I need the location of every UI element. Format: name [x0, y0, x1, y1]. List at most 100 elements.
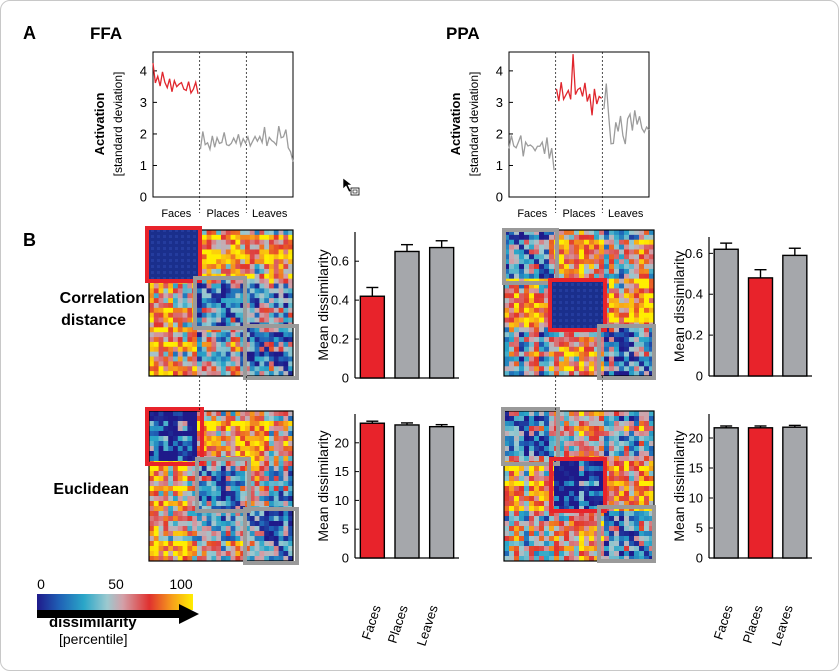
- rdm-block-leaves: [243, 324, 299, 380]
- rdm-ffa-correlation: [145, 226, 299, 380]
- activation-line-other: [603, 83, 650, 145]
- category-labels-ppa: Faces Places Leaves: [711, 603, 796, 648]
- category-labels-ffa: Faces Places Leaves: [359, 603, 441, 648]
- activation-line-other: [508, 135, 555, 171]
- colorbar-unit: [percentile]: [59, 631, 127, 647]
- mouse-cursor-icon: [342, 177, 360, 196]
- rdm-block-places: [195, 457, 251, 513]
- ytick-label: 4: [496, 63, 503, 78]
- ylabel-unit: [standard deviation]: [467, 72, 481, 177]
- segment-label-leaves: Leaves: [252, 208, 288, 220]
- ytick-label: 0.6: [331, 254, 349, 269]
- bar-faces: [359, 295, 386, 379]
- ylabel-activation: Activation: [448, 93, 463, 156]
- bar-leaves: [428, 425, 455, 559]
- rdm-ffa-euclidean: [145, 407, 299, 565]
- ylabel-mean-dissimilarity: Mean dissimilarity: [671, 251, 687, 362]
- rdm-block-faces: [501, 407, 560, 466]
- plot-frame: [508, 51, 650, 198]
- category-label-places: Places: [385, 603, 411, 645]
- rdm-ppa-correlation: [502, 228, 656, 380]
- colorbar-gradient: [37, 594, 193, 610]
- bar-places: [394, 424, 420, 559]
- ytick-label: 0.2: [685, 328, 703, 343]
- segment-label-leaves: Leaves: [608, 208, 644, 220]
- bar-faces: [713, 248, 739, 377]
- rdm-block-leaves: [597, 505, 656, 563]
- bar-chart-ffa-euclidean: 0 5 10 15 20 Mean dissimilarity: [315, 414, 459, 566]
- rdm-block-places: [549, 457, 607, 513]
- ytick-label: 20: [335, 435, 349, 450]
- rdm-ppa-euclidean: [501, 407, 656, 563]
- row-label-distance: distance: [61, 312, 126, 329]
- segment-label-faces: Faces: [517, 208, 547, 220]
- ytick-label: 15: [335, 464, 349, 479]
- ytick-label: 2: [496, 126, 503, 141]
- rdm-block-faces: [502, 228, 559, 285]
- bar-places: [394, 250, 420, 379]
- colorbar-tick-0: 0: [37, 576, 45, 592]
- category-label-faces: Faces: [359, 603, 384, 642]
- ytick-label: 3: [496, 95, 503, 110]
- ytick-label: 10: [689, 491, 703, 506]
- ytick-label: 15: [689, 461, 703, 476]
- ytick-label: 0: [342, 551, 349, 566]
- ylabel-mean-dissimilarity: Mean dissimilarity: [671, 430, 687, 541]
- rdm-block-places: [548, 278, 607, 332]
- ytick-label: 0: [696, 551, 703, 566]
- ytick-label: 0.6: [685, 246, 703, 261]
- panel-letter-a: A: [23, 23, 36, 43]
- activation-line-preferred: [152, 62, 199, 95]
- category-label-leaves: Leaves: [769, 603, 796, 648]
- bar-places: [747, 427, 774, 559]
- row-label-euclidean: Euclidean: [53, 481, 129, 498]
- activation-plot-ffa: 0 1 2 3 4 Activation [standard deviation] Fa…: [92, 51, 294, 220]
- ytick-label: 0.4: [331, 293, 349, 308]
- ytick-label: 5: [696, 521, 703, 536]
- bar-leaves: [428, 246, 455, 379]
- segment-label-faces: Faces: [161, 208, 191, 220]
- colorbar-tick-100: 100: [169, 576, 193, 592]
- ytick-label: 0: [496, 190, 503, 205]
- colorbar-title: dissimilarity: [49, 614, 137, 631]
- category-label-faces: Faces: [711, 603, 736, 642]
- ylabel-unit: [standard deviation]: [111, 72, 125, 177]
- colorbar-tick-50: 50: [108, 576, 124, 592]
- activation-plot-ppa: 0 1 2 3 4 Activation [standard deviation] Fa…: [448, 51, 650, 220]
- segment-label-places: Places: [562, 208, 596, 220]
- segment-label-places: Places: [206, 208, 240, 220]
- colorbar-arrow-icon: [37, 604, 199, 624]
- rdm-block-leaves: [243, 507, 299, 565]
- ytick-label: 0: [140, 190, 147, 205]
- rdm-block-faces: [145, 226, 202, 283]
- ytick-label: 1: [140, 158, 147, 173]
- bar-places: [747, 277, 774, 377]
- bar-leaves: [782, 254, 808, 377]
- activation-line-other: [199, 125, 294, 162]
- rdm-block-places: [193, 276, 247, 330]
- ytick-label: 0.2: [331, 332, 349, 347]
- ytick-label: 5: [342, 522, 349, 537]
- category-label-places: Places: [740, 603, 766, 645]
- region-title-ffa: FFA: [90, 24, 122, 43]
- bar-leaves: [782, 426, 808, 559]
- rdm-block-leaves: [597, 324, 656, 380]
- ytick-label: 2: [140, 126, 147, 141]
- bar-faces: [713, 427, 739, 559]
- ytick-label: 20: [689, 431, 703, 446]
- ytick-label: 0: [696, 369, 703, 384]
- colorbar: 0 50 100 dissimilarity [percentile]: [37, 576, 199, 647]
- ytick-label: 10: [335, 493, 349, 508]
- ytick-label: 3: [140, 95, 147, 110]
- plot-frame: [152, 51, 294, 198]
- ytick-label: 4: [140, 63, 147, 78]
- category-label-leaves: Leaves: [414, 603, 441, 648]
- rdm-block-faces: [145, 407, 204, 466]
- ytick-label: 1: [496, 158, 503, 173]
- region-title-ppa: PPA: [446, 24, 480, 43]
- ylabel-mean-dissimilarity: Mean dissimilarity: [315, 430, 331, 541]
- row-label-correlation: Correlation: [60, 290, 145, 307]
- ytick-label: 0: [342, 371, 349, 386]
